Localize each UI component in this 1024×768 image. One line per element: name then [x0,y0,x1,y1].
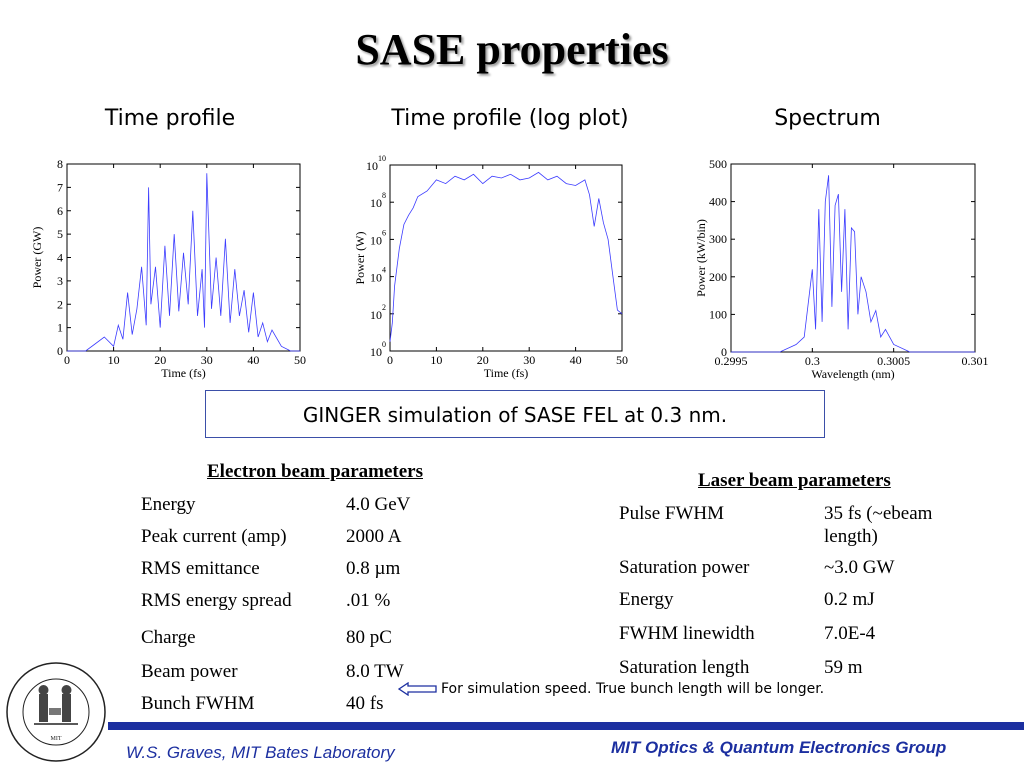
panel-title-spectrum: Spectrum [774,106,881,131]
x-tick-label: 0.301 [962,354,989,368]
panel-title-log-plot: Time profile (log plot) [391,106,629,131]
electron-row-label: RMS energy spread [141,590,292,611]
x-tick-label: 50 [616,353,628,367]
series-line [67,173,300,352]
laser-row-label: FWHM linewidth [619,623,755,644]
y-tick-label: 0 [721,345,727,359]
y-tick-label: 1010 [366,154,386,173]
simulation-callout: GINGER simulation of SASE FEL at 0.3 nm. [205,390,825,438]
y-axis-label: Power (kW/bin) [694,219,708,297]
x-tick-label: 30 [201,353,213,367]
laser-row-value: ~3.0 GW [824,557,895,578]
simulation-note: For simulation speed. True bunch length … [441,681,825,697]
y-axis-label: Power (GW) [30,227,44,289]
series-line [389,171,623,342]
electron-row-label: Beam power [141,661,238,682]
x-tick-label: 10 [108,353,120,367]
electron-row-value: .01 % [346,590,391,611]
x-tick-label: 20 [154,353,166,367]
laser-row-label: Pulse FWHM [619,503,725,524]
electron-row-value: 8.0 TW [346,661,404,682]
y-tick-label: 4 [57,251,63,265]
x-tick-label: 0.2995 [715,354,748,368]
x-axis-label: Wavelength (nm) [811,367,894,381]
y-tick-label: 8 [57,157,63,171]
x-axis-label: Time (fs) [484,366,529,380]
electron-row-label: Charge [141,627,196,648]
y-tick-label: 2 [57,297,63,311]
y-tick-label: 5 [57,227,63,241]
y-tick-label: 106 [370,228,386,247]
electron-row-value: 0.8 µm [346,558,401,579]
electron-row-value: 40 fs [346,693,384,714]
plot-frame [730,163,976,353]
y-tick-label: 7 [57,180,63,194]
laser-row-label: Energy [619,589,674,610]
laser-row-label: Saturation length [619,657,750,678]
footer-bar [108,722,1024,730]
y-tick-label: 3 [57,274,63,288]
chart-time-profile: 0 10 20 30 40 50 0 1 2 3 4 5 6 7 8 Time (fs) Power (GW) [30,157,306,380]
electron-row-label: Peak current (amp) [141,526,287,547]
laser-row-value: 7.0E-4 [824,623,876,644]
electron-row-value: 80 pC [346,627,392,648]
x-tick-label: 20 [477,353,489,367]
x-tick-label: 0 [64,353,70,367]
electron-table-heading: Electron beam parameters [207,461,423,482]
laser-row-value: 59 m [824,657,863,678]
x-tick-label: 0.3005 [877,354,910,368]
x-tick-label: 10 [430,353,442,367]
laser-row-label: Saturation power [619,557,750,578]
y-axis-label: Power (W) [353,232,367,285]
y-tick-label: 300 [709,232,727,246]
electron-row-value: 4.0 GeV [346,494,411,515]
x-tick-label: 40 [247,353,259,367]
footer-group: MIT Optics & Quantum Electronics Group [611,738,947,757]
laser-row-value: 35 fs (~ebeam [824,503,933,524]
x-axis-label: Time (fs) [161,366,206,380]
mit-seal-logo: MIT [6,662,106,762]
footer-author: W.S. Graves, MIT Bates Laboratory [126,743,395,762]
x-tick-label: 40 [570,353,582,367]
chart-time-profile-log: 0 10 20 30 40 50 100 102 104 106 108 1010 Time (fs) P… [353,154,628,380]
x-tick-label: 0 [387,353,393,367]
y-tick-label: 400 [709,195,727,209]
y-tick-label: 0 [57,344,63,358]
series-line [731,175,975,353]
laser-row-value-continued: length) [824,526,878,547]
y-tick-label: 108 [370,191,386,210]
electron-row-label: Bunch FWHM [141,693,255,714]
left-arrow-icon [398,682,437,696]
y-tick-label: 1 [57,321,63,335]
x-tick-label: 0.3 [805,354,820,368]
y-tick-label: 104 [370,266,386,285]
electron-row-value: 2000 A [346,526,402,547]
laser-row-value: 0.2 mJ [824,589,875,610]
chart-spectrum: 0.2995 0.3 0.3005 0.301 0 100 200 300 400 500 Wave… [694,157,989,381]
y-tick-label: 100 [370,340,386,359]
panel-title-time-profile: Time profile [104,106,236,131]
y-tick-label: 102 [370,303,386,322]
laser-table-heading: Laser beam parameters [698,470,891,491]
x-tick-label: 50 [294,353,306,367]
slide-title: SASE properties [355,25,669,74]
y-tick-label: 6 [57,204,63,218]
electron-row-label: RMS emittance [141,558,260,579]
y-tick-label: 100 [709,307,727,321]
y-tick-label: 500 [709,157,727,171]
electron-row-label: Energy [141,494,196,515]
y-tick-label: 200 [709,270,727,284]
svg-text:MIT: MIT [51,736,62,742]
x-tick-label: 30 [523,353,535,367]
plot-frame [389,164,623,352]
